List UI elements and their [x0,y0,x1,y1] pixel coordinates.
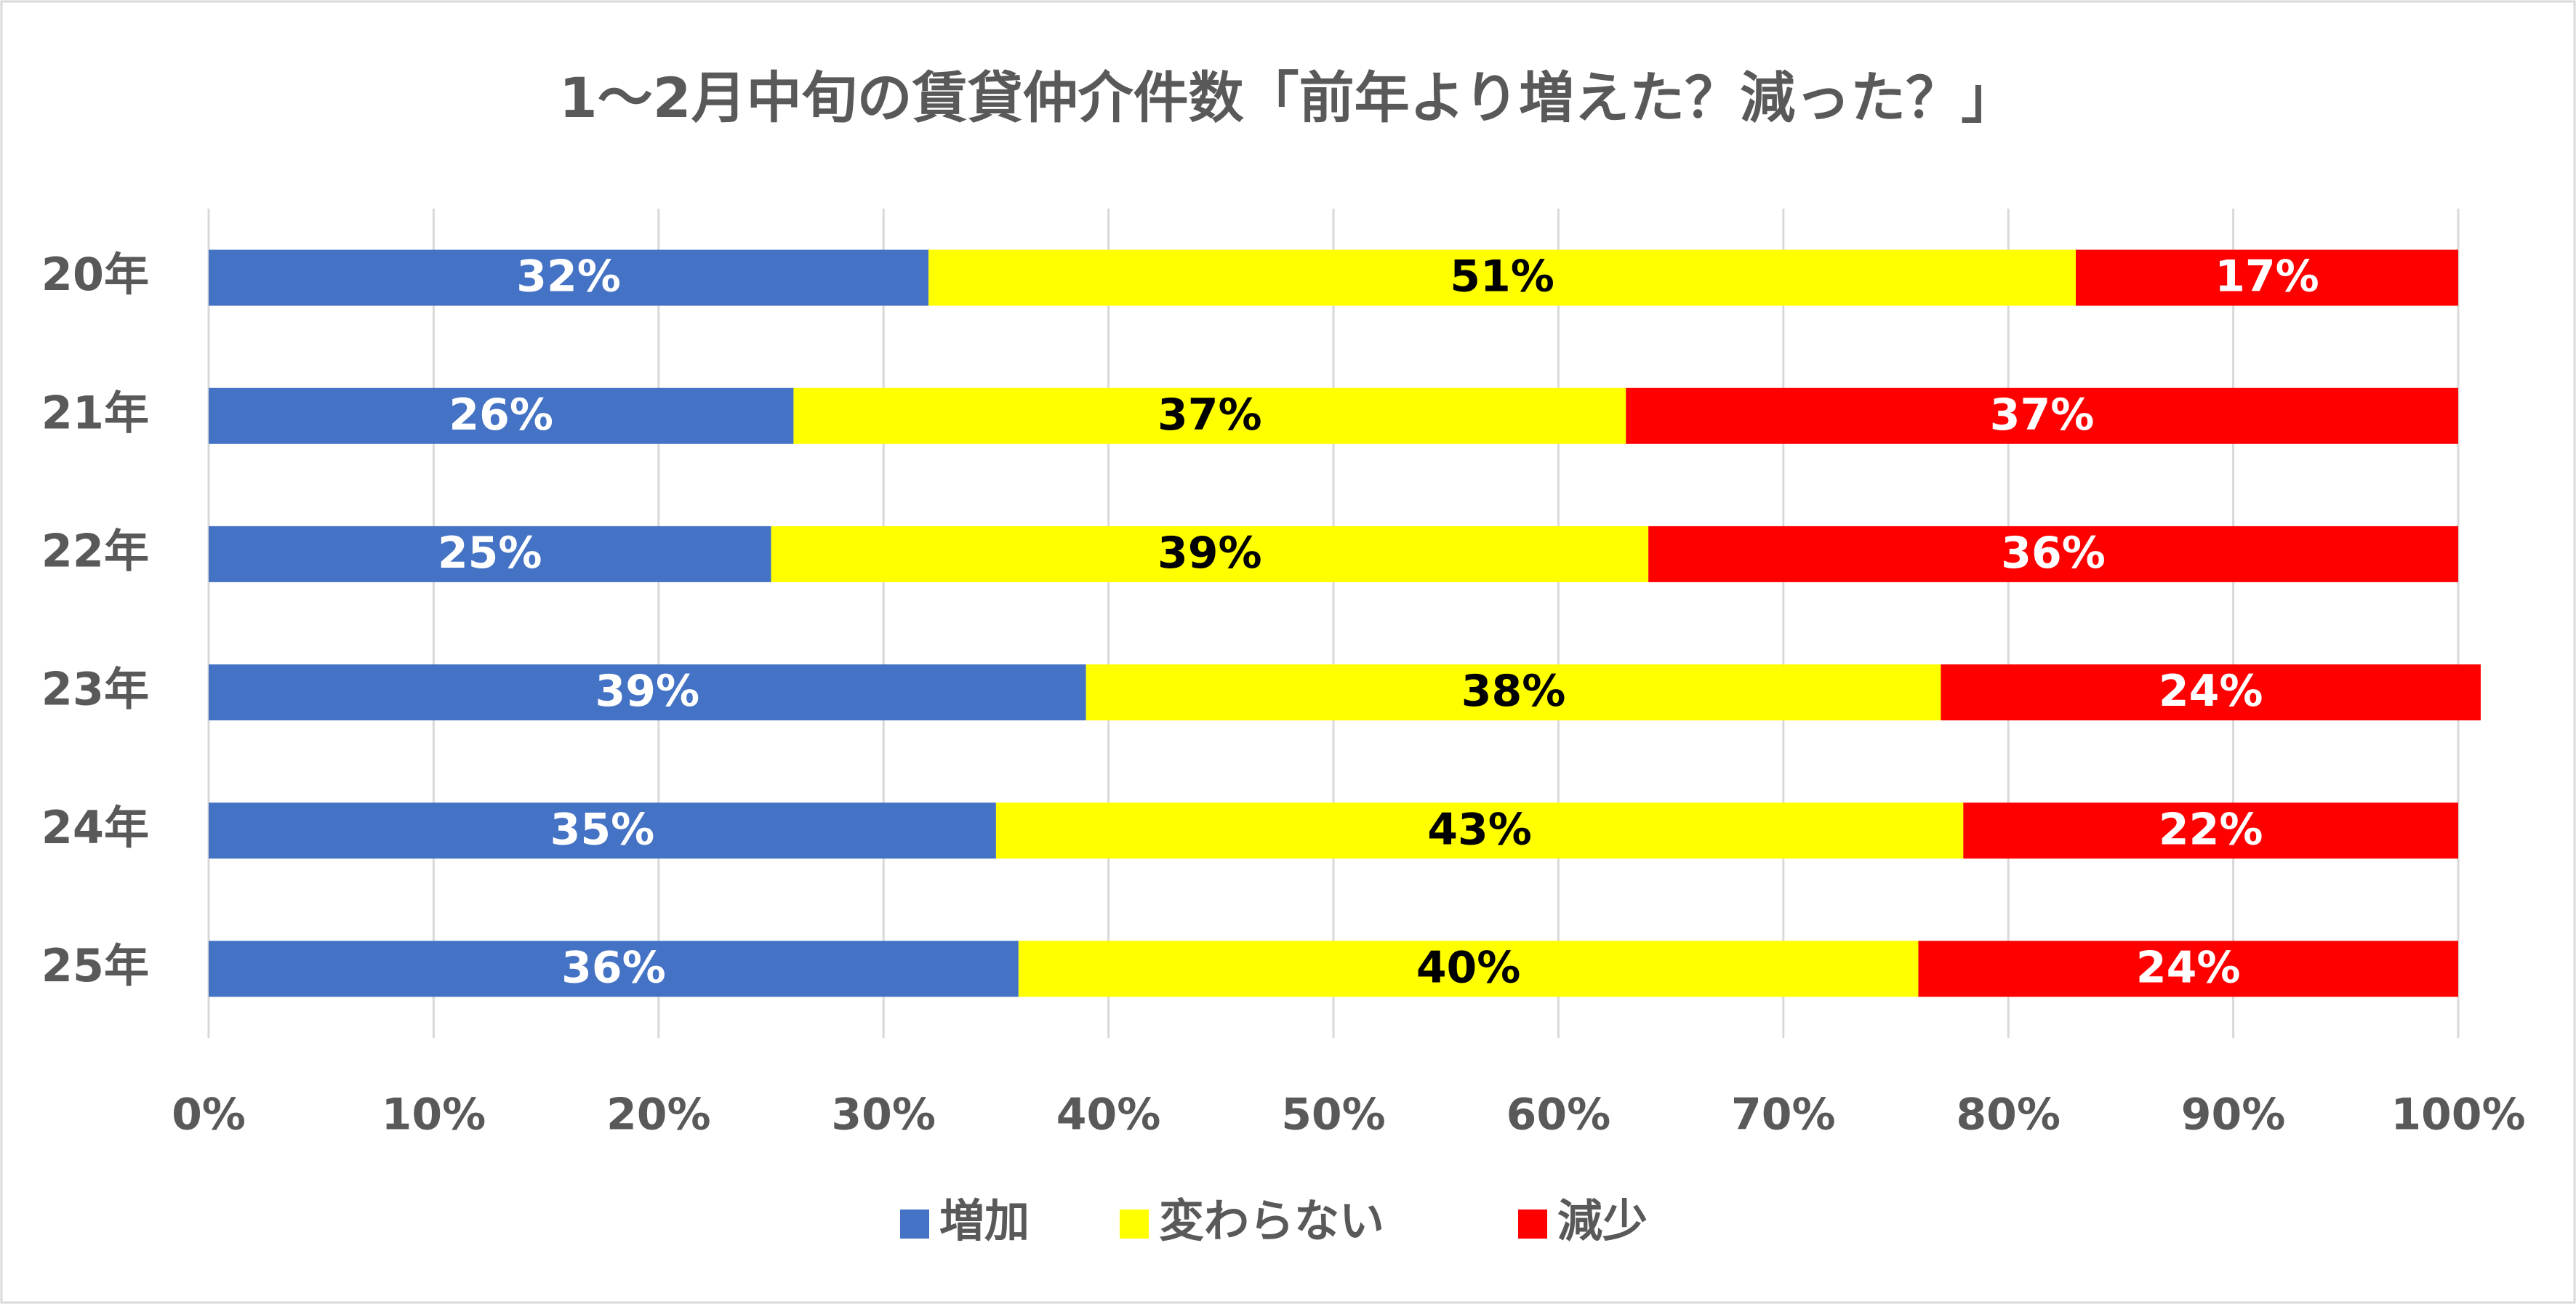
legend-label: 増加 [939,1194,1030,1247]
bar-segment [995,802,1964,859]
bar-segment [1918,941,2458,997]
y-tick-label: 21年 [41,386,149,439]
data-label: 22% [2159,804,2263,855]
x-tick-label: 30% [831,1090,936,1140]
bar-segment [209,387,794,444]
data-label: 37% [1990,390,2095,440]
x-tick-label: 0% [172,1090,246,1140]
data-label: 25% [438,528,542,579]
data-label: 38% [1461,666,1566,717]
data-label: 26% [449,390,553,440]
y-tick-label: 22年 [41,525,149,578]
data-label: 32% [516,251,621,302]
data-label: 36% [561,943,666,994]
legend-swatch [900,1210,929,1239]
data-label: 35% [550,804,655,855]
bar-segment [209,664,1086,721]
legend-swatch [1518,1210,1547,1239]
bar-segment [1086,664,1941,721]
y-tick-label: 24年 [41,801,149,854]
bar-segment [1648,526,2458,582]
data-label: 39% [1157,528,1262,579]
bar-segment [771,526,1649,582]
bar-segment [928,249,2077,306]
data-label: 37% [1157,390,1262,440]
bar-segment [209,526,771,582]
bar-segment [1941,664,2481,721]
legend-label: 減少 [1557,1194,1648,1247]
bar-segment [1963,802,2458,859]
data-label: 17% [2215,251,2319,302]
y-tick-label: 23年 [41,663,149,716]
x-tick-label: 60% [1506,1090,1611,1140]
x-tick-label: 70% [1731,1090,1836,1140]
y-tick-label: 25年 [41,939,149,992]
bar-segment [1018,941,1919,997]
x-tick-label: 90% [2181,1090,2286,1140]
x-tick-label: 40% [1056,1090,1161,1140]
data-label: 36% [2001,528,2106,579]
data-label: 39% [595,666,700,717]
bar-segment [209,249,929,306]
data-label: 43% [1427,804,1532,855]
legend-swatch [1120,1210,1149,1239]
bar-segment [1626,387,2458,444]
x-tick-label: 10% [382,1090,486,1140]
bar-segment [793,387,1626,444]
bar-segment [209,802,996,859]
data-label: 24% [2159,666,2263,717]
data-label: 51% [1450,251,1554,302]
y-tick-label: 20年 [41,248,149,301]
data-label: 40% [1416,943,1521,994]
data-label: 24% [2136,943,2241,994]
legend-label: 変わらない [1159,1194,1384,1247]
bar-segment [2076,249,2458,306]
x-tick-label: 20% [606,1090,711,1140]
x-tick-label: 80% [1956,1090,2061,1140]
x-tick-label: 100% [2391,1090,2525,1140]
chart-title: 1～2月中旬の賃貸仲介件数「前年より増えた？減った？」 [559,65,2016,130]
x-tick-label: 50% [1281,1090,1386,1140]
bar-segment [209,941,1019,997]
